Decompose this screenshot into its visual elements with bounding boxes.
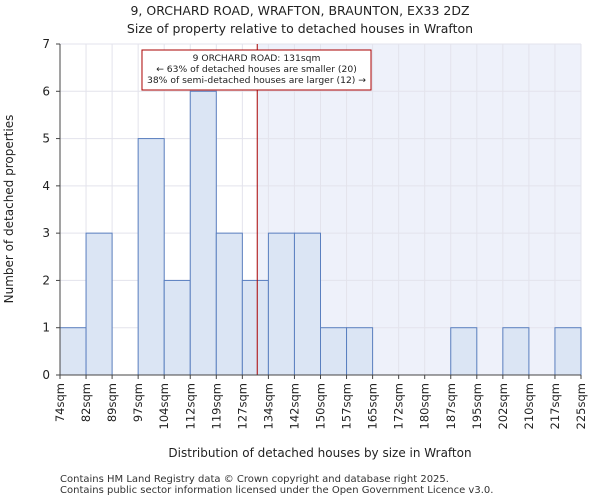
x-tick-label: 150sqm [314, 383, 328, 429]
x-tick-label: 82sqm [79, 383, 93, 422]
histogram-bar [502, 327, 530, 376]
histogram-bar [320, 327, 348, 376]
histogram-bar [554, 327, 582, 376]
x-tick-label: 195sqm [470, 383, 484, 429]
x-tick-label: 97sqm [131, 383, 145, 422]
x-tick-label: 127sqm [235, 383, 249, 429]
x-tick-label: 217sqm [548, 383, 562, 429]
histogram-bar [59, 327, 87, 376]
y-tick-label: 3 [42, 226, 50, 240]
x-tick-label: 104sqm [157, 383, 171, 429]
histogram-bar [163, 279, 191, 376]
x-tick-label: 225sqm [574, 383, 588, 429]
histogram-bar [189, 90, 217, 376]
annotation-line-1: 9 ORCHARD ROAD: 131sqm [193, 53, 321, 64]
x-tick-label: 157sqm [340, 383, 354, 429]
y-tick-label: 0 [42, 368, 50, 382]
x-tick-label: 119sqm [209, 383, 223, 429]
footer-copyright: Contains HM Land Registry data © Crown c… [60, 474, 449, 485]
x-tick-label: 187sqm [444, 383, 458, 429]
y-tick-label: 5 [42, 132, 50, 146]
x-tick-label: 112sqm [183, 383, 197, 429]
histogram-bar [241, 279, 269, 376]
histogram-bar [293, 232, 322, 376]
x-tick-label: 165sqm [366, 383, 380, 429]
y-tick-label: 4 [42, 179, 50, 193]
histogram-bar [450, 327, 478, 376]
x-tick-label: 134sqm [261, 383, 275, 429]
x-tick-label: 210sqm [522, 383, 536, 429]
histogram-bar [215, 232, 243, 376]
annotation-line-2: ← 63% of detached houses are smaller (20… [156, 64, 357, 75]
annotation-box [141, 49, 372, 91]
chart-title-address: 9, ORCHARD ROAD, WRAFTON, BRAUNTON, EX33… [130, 3, 470, 18]
y-tick-label: 2 [42, 273, 50, 287]
x-tick-label: 180sqm [418, 383, 432, 429]
x-tick-label: 202sqm [496, 383, 510, 429]
footer-licence: Contains public sector information licen… [60, 485, 494, 496]
x-tick-label: 172sqm [392, 383, 406, 429]
annotation-line-3: 38% of semi-detached houses are larger (… [147, 75, 366, 86]
y-tick-label: 1 [42, 321, 50, 335]
x-axis-label: Distribution of detached houses by size … [168, 446, 471, 460]
x-tick-label: 89sqm [105, 383, 119, 422]
chart-subtitle: Size of property relative to detached ho… [126, 21, 474, 36]
histogram-bar [137, 138, 165, 376]
y-axis-label: Number of detached properties [2, 115, 16, 304]
histogram-bar [85, 232, 113, 376]
x-tick-label: 142sqm [287, 383, 301, 429]
x-tick-label: 74sqm [53, 383, 67, 422]
y-tick-label: 7 [42, 37, 50, 51]
histogram-bar [346, 327, 374, 376]
histogram-bar [267, 232, 295, 376]
y-tick-label: 6 [42, 84, 50, 98]
